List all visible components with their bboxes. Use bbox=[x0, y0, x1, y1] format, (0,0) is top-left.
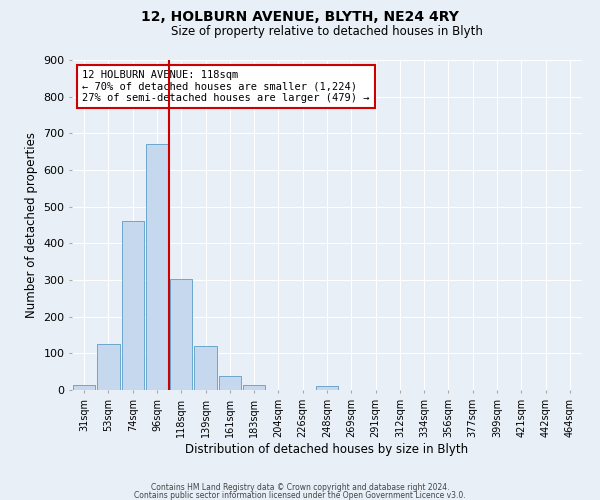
Bar bbox=[243, 384, 265, 390]
Bar bbox=[97, 344, 119, 390]
Text: 12 HOLBURN AVENUE: 118sqm
← 70% of detached houses are smaller (1,224)
27% of se: 12 HOLBURN AVENUE: 118sqm ← 70% of detac… bbox=[82, 70, 370, 103]
Bar bbox=[73, 384, 95, 390]
Bar bbox=[194, 346, 217, 390]
Bar bbox=[316, 386, 338, 390]
Y-axis label: Number of detached properties: Number of detached properties bbox=[25, 132, 38, 318]
Bar bbox=[170, 280, 193, 390]
Bar bbox=[218, 376, 241, 390]
X-axis label: Distribution of detached houses by size in Blyth: Distribution of detached houses by size … bbox=[185, 442, 469, 456]
Title: Size of property relative to detached houses in Blyth: Size of property relative to detached ho… bbox=[171, 25, 483, 38]
Text: Contains HM Land Registry data © Crown copyright and database right 2024.: Contains HM Land Registry data © Crown c… bbox=[151, 484, 449, 492]
Bar bbox=[146, 144, 168, 390]
Text: Contains public sector information licensed under the Open Government Licence v3: Contains public sector information licen… bbox=[134, 490, 466, 500]
Text: 12, HOLBURN AVENUE, BLYTH, NE24 4RY: 12, HOLBURN AVENUE, BLYTH, NE24 4RY bbox=[141, 10, 459, 24]
Bar bbox=[122, 220, 144, 390]
